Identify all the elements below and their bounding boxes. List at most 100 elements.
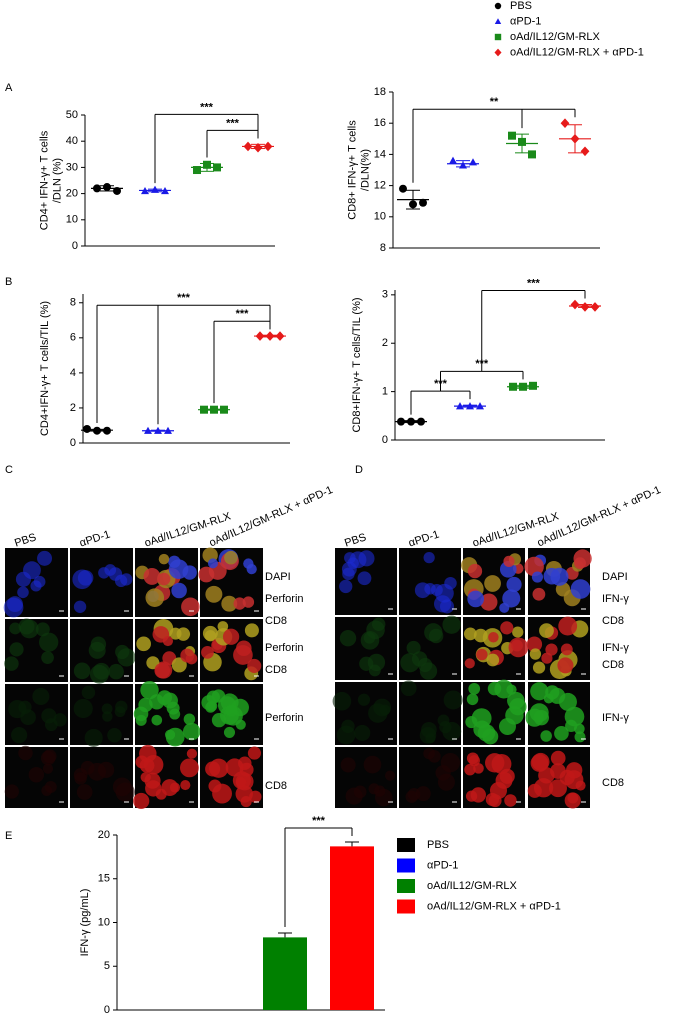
cell bbox=[176, 627, 191, 641]
cell bbox=[135, 714, 147, 726]
cell bbox=[357, 571, 372, 586]
cell bbox=[18, 745, 33, 761]
y-tick-label: 16 bbox=[374, 117, 386, 129]
cell bbox=[502, 589, 521, 608]
y-tick-label: 10 bbox=[66, 214, 78, 226]
cell bbox=[366, 620, 385, 640]
cell bbox=[473, 763, 484, 774]
cell bbox=[500, 621, 514, 635]
cell bbox=[157, 572, 171, 586]
cell bbox=[340, 757, 356, 773]
cell bbox=[473, 720, 491, 738]
cell bbox=[74, 772, 87, 785]
channel-label: IFN-γ bbox=[602, 642, 629, 654]
y-axis-label: IFN-γ (pg/mL) bbox=[79, 889, 91, 957]
y-tick-label: 30 bbox=[66, 161, 78, 173]
cell bbox=[117, 648, 136, 667]
cell bbox=[76, 784, 93, 800]
y-tick-label: 3 bbox=[382, 289, 388, 301]
cell bbox=[9, 642, 24, 657]
y-axis-label: CD8+ IFN-γ+ T cells bbox=[346, 120, 358, 220]
cell bbox=[465, 790, 478, 802]
cell bbox=[182, 722, 201, 741]
legend-swatch bbox=[397, 838, 415, 852]
cell bbox=[73, 600, 87, 613]
channel-label: CD8 bbox=[265, 664, 287, 676]
legend-label: PBS bbox=[510, 0, 532, 12]
cell bbox=[573, 723, 585, 735]
cell bbox=[504, 794, 517, 807]
cell bbox=[4, 656, 19, 671]
legend-label: oAd/IL12/GM-RLX + αPD-1 bbox=[427, 900, 561, 912]
cell bbox=[468, 682, 481, 695]
y-axis-label: /DLN(%) bbox=[359, 149, 371, 191]
cell bbox=[39, 632, 59, 652]
cell bbox=[115, 700, 128, 714]
cell bbox=[467, 590, 485, 608]
cell bbox=[212, 783, 232, 804]
cell bbox=[108, 663, 124, 680]
cell bbox=[206, 700, 218, 712]
cell bbox=[558, 692, 577, 711]
cell bbox=[529, 703, 549, 723]
cell bbox=[32, 687, 50, 706]
cell bbox=[564, 706, 585, 727]
cell bbox=[476, 648, 488, 661]
bar bbox=[330, 846, 374, 1010]
data-point bbox=[193, 166, 201, 175]
cell bbox=[222, 628, 240, 645]
cell bbox=[549, 779, 567, 798]
column-header: αPD-1 bbox=[407, 528, 441, 549]
channel-label: DAPI bbox=[602, 571, 628, 583]
legend-label: αPD-1 bbox=[427, 859, 458, 871]
y-tick-label: 15 bbox=[98, 873, 110, 885]
data-point bbox=[449, 156, 457, 164]
cell bbox=[485, 792, 500, 807]
cell bbox=[344, 552, 356, 564]
cell bbox=[242, 596, 255, 608]
cell bbox=[407, 787, 421, 801]
cell bbox=[139, 758, 155, 773]
cell bbox=[419, 662, 438, 680]
cell bbox=[527, 783, 542, 798]
cell bbox=[97, 761, 115, 779]
cell bbox=[204, 630, 217, 642]
cell bbox=[112, 777, 132, 797]
legend-marker bbox=[494, 18, 502, 25]
cell bbox=[428, 749, 441, 763]
data-point bbox=[560, 118, 570, 128]
cell bbox=[373, 785, 386, 797]
cell bbox=[168, 559, 189, 579]
data-point bbox=[508, 131, 516, 140]
cell bbox=[363, 755, 382, 774]
cell bbox=[414, 582, 431, 599]
cell bbox=[467, 563, 483, 579]
cell bbox=[136, 636, 151, 652]
cell bbox=[9, 622, 22, 635]
y-tick-label: 12 bbox=[374, 180, 386, 192]
cell bbox=[98, 567, 110, 579]
cell bbox=[140, 772, 151, 783]
legend-swatch bbox=[397, 858, 415, 873]
y-tick-label: 0 bbox=[382, 434, 388, 446]
cell bbox=[526, 636, 543, 652]
cell bbox=[574, 731, 586, 743]
cell bbox=[140, 680, 159, 700]
cell bbox=[151, 714, 163, 726]
data-point bbox=[528, 150, 536, 159]
cell bbox=[3, 597, 24, 618]
column-header: PBS bbox=[13, 531, 38, 549]
cell bbox=[550, 750, 566, 766]
cell bbox=[42, 763, 54, 774]
cell bbox=[186, 748, 198, 759]
cell bbox=[158, 553, 170, 565]
y-tick-label: 5 bbox=[104, 960, 110, 972]
legend-marker bbox=[494, 33, 502, 41]
cell bbox=[23, 561, 41, 580]
cell bbox=[538, 767, 555, 784]
cell bbox=[480, 593, 498, 611]
y-tick-label: 0 bbox=[72, 240, 78, 252]
channel-label: CD8 bbox=[602, 777, 624, 789]
y-tick-label: 1 bbox=[382, 386, 388, 398]
cell bbox=[341, 719, 355, 734]
